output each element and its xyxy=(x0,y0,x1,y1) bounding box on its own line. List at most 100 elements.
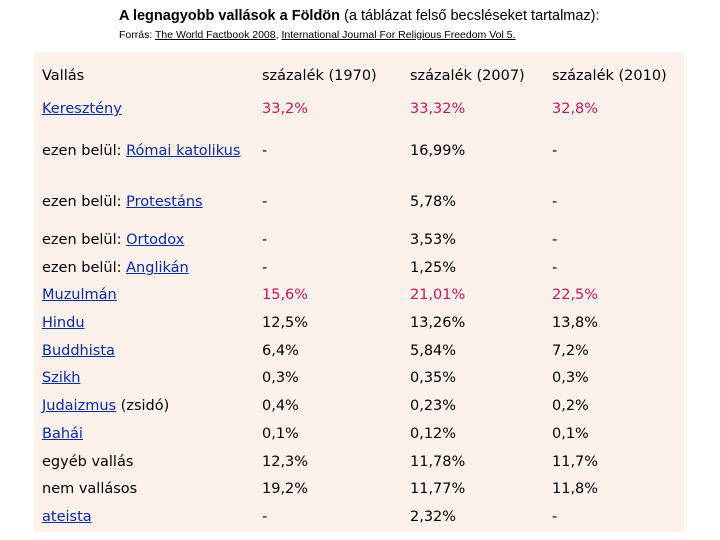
value-2007: 11,77% xyxy=(410,481,466,497)
religion-cell: Buddhista xyxy=(42,343,115,359)
value-2010: - xyxy=(552,232,558,248)
value-2010: 32,8% xyxy=(552,101,599,117)
value-2010: 0,1% xyxy=(552,426,589,442)
value-2010: 11,7% xyxy=(552,454,599,470)
value-2010: 0,3% xyxy=(552,370,589,386)
source-link-factbook[interactable]: The World Factbook 2008 xyxy=(154,29,276,41)
value-2010: - xyxy=(552,509,558,525)
value-1970: 6,4% xyxy=(262,343,299,359)
header-2010: százalék (2010) xyxy=(552,68,667,84)
header-1970: százalék (1970) xyxy=(262,68,377,84)
table-panel xyxy=(34,52,684,532)
religion-cell: egyéb vallás xyxy=(42,454,133,470)
value-1970: 33,2% xyxy=(262,101,309,117)
religion-prefix: ezen belül: xyxy=(42,260,127,276)
table-row: ezen belül: Protestáns - 5,78% - xyxy=(42,194,682,214)
religion-suffix: (zsidó) xyxy=(116,398,170,414)
table-row: Hindu 12,5% 13,26% 13,8% xyxy=(42,315,682,335)
table-row: ezen belül: Anglikán - 1,25% - xyxy=(42,260,682,280)
value-2007: 3,53% xyxy=(410,232,457,248)
value-1970: 0,1% xyxy=(262,426,299,442)
value-2010: 0,2% xyxy=(552,398,589,414)
value-2007: 5,84% xyxy=(410,343,457,359)
religion-prefix: ezen belül: xyxy=(42,232,127,248)
source-line: Forrás: The World Factbook 2008, Interna… xyxy=(119,29,516,41)
religion-prefix: ezen belül: xyxy=(42,194,127,210)
value-2007: 21,01% xyxy=(410,287,466,303)
source-link-journal[interactable]: International Journal For Religious Free… xyxy=(281,29,516,41)
value-2007: 0,23% xyxy=(410,398,457,414)
value-1970: - xyxy=(262,143,268,159)
value-2007: 16,99% xyxy=(410,143,466,159)
religion-cell: Hindu xyxy=(42,315,85,331)
value-2007: 13,26% xyxy=(410,315,466,331)
table-row: Muzulmán 15,6% 21,01% 22,5% xyxy=(42,287,682,307)
religion-link[interactable]: Judaizmus xyxy=(42,398,117,414)
value-1970: - xyxy=(262,509,268,525)
religion-link[interactable]: Bahái xyxy=(42,426,83,442)
value-2010: - xyxy=(552,260,558,276)
value-1970: - xyxy=(262,232,268,248)
value-2007: 0,12% xyxy=(410,426,457,442)
value-1970: - xyxy=(262,194,268,210)
religion-cell: ezen belül: Protestáns xyxy=(42,194,203,210)
page-title: A legnagyobb vallások a Földön (a tábláz… xyxy=(119,8,600,24)
value-2010: - xyxy=(552,194,558,210)
value-2007: 5,78% xyxy=(410,194,457,210)
header-2007: százalék (2007) xyxy=(410,68,525,84)
table-row: Bahái 0,1% 0,12% 0,1% xyxy=(42,426,682,446)
header-religion: Vallás xyxy=(42,68,85,84)
religion-link[interactable]: Hindu xyxy=(42,315,85,331)
value-1970: - xyxy=(262,260,268,276)
value-1970: 0,4% xyxy=(262,398,299,414)
value-2010: 7,2% xyxy=(552,343,589,359)
religion-cell: Judaizmus (zsidó) xyxy=(42,398,169,414)
table-row: Buddhista 6,4% 5,84% 7,2% xyxy=(42,343,682,363)
table-row: Szikh 0,3% 0,35% 0,3% xyxy=(42,370,682,390)
religion-link[interactable]: Ortodox xyxy=(126,232,185,248)
table-row: nem vallásos 19,2% 11,77% 11,8% xyxy=(42,481,682,501)
value-2007: 33,32% xyxy=(410,101,466,117)
religion-link[interactable]: Római katolikus xyxy=(126,143,241,159)
religion-link[interactable]: Buddhista xyxy=(42,343,115,359)
value-1970: 0,3% xyxy=(262,370,299,386)
religion-link[interactable]: ateista xyxy=(42,509,92,525)
religion-cell: Bahái xyxy=(42,426,83,442)
source-prefix: Forrás: xyxy=(119,29,155,41)
religion-prefix: nem vallásos xyxy=(42,481,138,497)
table-row: Judaizmus (zsidó) 0,4% 0,23% 0,2% xyxy=(42,398,682,418)
religion-prefix: egyéb vallás xyxy=(42,454,134,470)
religion-cell: Szikh xyxy=(42,370,80,386)
value-2007: 2,32% xyxy=(410,509,457,525)
value-2010: 11,8% xyxy=(552,481,599,497)
table-row: Keresztény 33,2% 33,32% 32,8% xyxy=(42,101,682,121)
religion-cell: ateista xyxy=(42,509,92,525)
religion-link[interactable]: Keresztény xyxy=(42,101,122,117)
religion-link[interactable]: Szikh xyxy=(42,370,81,386)
table-header-row: Vallás százalék (1970) százalék (2007) s… xyxy=(42,68,682,88)
religion-link[interactable]: Anglikán xyxy=(126,260,189,276)
table-row: ezen belül: Ortodox - 3,53% - xyxy=(42,232,682,252)
religion-cell: ezen belül: Ortodox xyxy=(42,232,184,248)
religion-cell: Muzulmán xyxy=(42,287,117,303)
religion-link[interactable]: Muzulmán xyxy=(42,287,117,303)
religion-cell: nem vallásos xyxy=(42,481,137,497)
table-row: ateista - 2,32% - xyxy=(42,509,682,529)
value-2010: - xyxy=(552,143,558,159)
value-2007: 1,25% xyxy=(410,260,457,276)
religion-cell: ezen belül: Anglikán xyxy=(42,260,189,276)
value-2007: 0,35% xyxy=(410,370,457,386)
religion-cell: Keresztény xyxy=(42,101,122,117)
value-1970: 19,2% xyxy=(262,481,309,497)
value-2010: 13,8% xyxy=(552,315,599,331)
table-row: egyéb vallás 12,3% 11,78% 11,7% xyxy=(42,454,682,474)
table-row: ezen belül: Római katolikus - 16,99% - xyxy=(42,143,682,163)
value-1970: 12,5% xyxy=(262,315,309,331)
value-1970: 12,3% xyxy=(262,454,309,470)
title-rest: (a táblázat felső becsléseket tartalmaz)… xyxy=(340,8,600,24)
value-1970: 15,6% xyxy=(262,287,309,303)
religion-cell: ezen belül: Római katolikus xyxy=(42,143,240,159)
religion-link[interactable]: Protestáns xyxy=(126,194,203,210)
source-separator: , xyxy=(275,29,282,41)
title-bold: A legnagyobb vallások a Földön xyxy=(119,8,341,24)
